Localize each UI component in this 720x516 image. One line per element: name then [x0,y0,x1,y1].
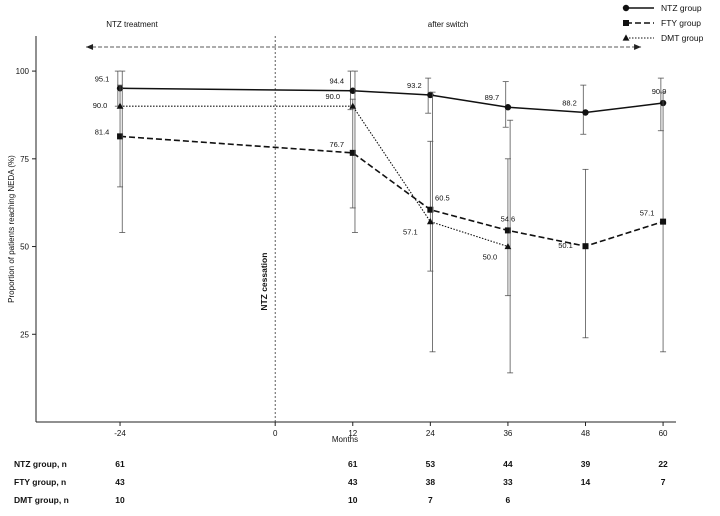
legend-dmt-label: DMT group [661,33,704,43]
fty-marker [349,149,356,156]
ntz-data-label: 88.2 [562,98,577,107]
fty-marker [660,218,667,225]
ntz-marker [349,87,356,94]
fty-marker [427,206,434,213]
n-table-dmt-value: 10 [348,495,358,505]
y-tick-label: 100 [16,67,30,76]
n-table-fty-value: 43 [348,477,358,487]
n-table-ntz-value: 22 [658,459,668,469]
legend-ntz-marker [622,4,630,12]
legend-fty-marker [623,20,629,26]
x-tick-label: 0 [273,429,278,438]
x-tick-label: -24 [114,429,126,438]
n-table-fty-value: 33 [503,477,513,487]
dmt-data-label: 57.1 [403,228,418,237]
legend-ntz-label: NTZ group [661,3,702,13]
phase-arrow-right-head [634,44,642,50]
fty-marker [117,133,124,140]
n-table-dmt-value: 6 [506,495,511,505]
dmt-marker [116,102,124,109]
fty-data-label: 81.4 [95,127,110,136]
ntz-data-label: 95.1 [95,74,110,83]
dmt-data-label: 50.0 [483,253,498,262]
fty-data-label: 76.7 [329,140,344,149]
phase-label-after: after switch [428,20,468,29]
y-tick-label: 50 [20,243,29,252]
ntz-data-label: 93.2 [407,81,422,90]
n-table-dmt-value: 7 [428,495,433,505]
x-tick-label: 60 [659,429,668,438]
x-tick-label: 48 [581,429,590,438]
n-table-dmt-label: DMT group, n [14,495,69,505]
n-table-ntz-value: 53 [426,459,436,469]
dmt-marker [504,242,512,250]
ntz-data-label: 89.7 [485,93,500,102]
n-table-fty-value: 38 [426,477,436,487]
fty-data-label: 54.6 [501,214,516,223]
fty-data-label: 50.1 [558,241,573,250]
x-tick-label: 36 [503,429,512,438]
dmt-marker [426,218,434,225]
legend-fty-label: FTY group [661,18,701,28]
cessation-label: NTZ cessation [259,253,269,311]
n-table-fty-label: FTY group, n [14,477,66,487]
fty-data-label: 60.5 [435,194,450,203]
n-table-ntz-value: 61 [115,459,125,469]
n-table-fty-value: 43 [115,477,125,487]
fty-series-line [119,135,664,248]
dmt-series-line [120,105,509,248]
n-table-dmt-value: 10 [115,495,125,505]
y-tick-label: 25 [20,330,29,339]
dmt-data-label: 90.0 [93,101,108,110]
x-axis-title: Months [332,435,358,444]
n-table-fty-value: 7 [661,477,666,487]
ntz-data-label: 90.9 [652,87,667,96]
n-table-ntz-value: 44 [503,459,513,469]
n-table-ntz-value: 61 [348,459,358,469]
legend-dmt-marker [622,34,630,41]
ntz-series-line [120,87,664,114]
fty-marker [504,227,511,234]
fty-data-label: 57.1 [640,209,655,218]
phase-label-before: NTZ treatment [106,20,158,29]
x-tick-label: 12 [348,429,357,438]
ntz-data-label: 94.4 [329,77,344,86]
n-table-ntz-label: NTZ group, n [14,459,67,469]
y-axis-title: Proportion of patients reaching NEDA (%) [7,155,16,303]
x-tick-label: 24 [426,429,435,438]
n-table-fty-value: 14 [581,477,591,487]
ntz-marker [582,109,589,116]
fty-marker [582,243,589,250]
dmt-marker [349,102,357,109]
y-tick-label: 75 [20,155,29,164]
dmt-data-label: 90.0 [325,92,340,101]
n-table-ntz-value: 39 [581,459,591,469]
ntz-marker [504,104,512,111]
phase-arrow-left-head [86,44,94,50]
ntz-marker [427,91,434,99]
